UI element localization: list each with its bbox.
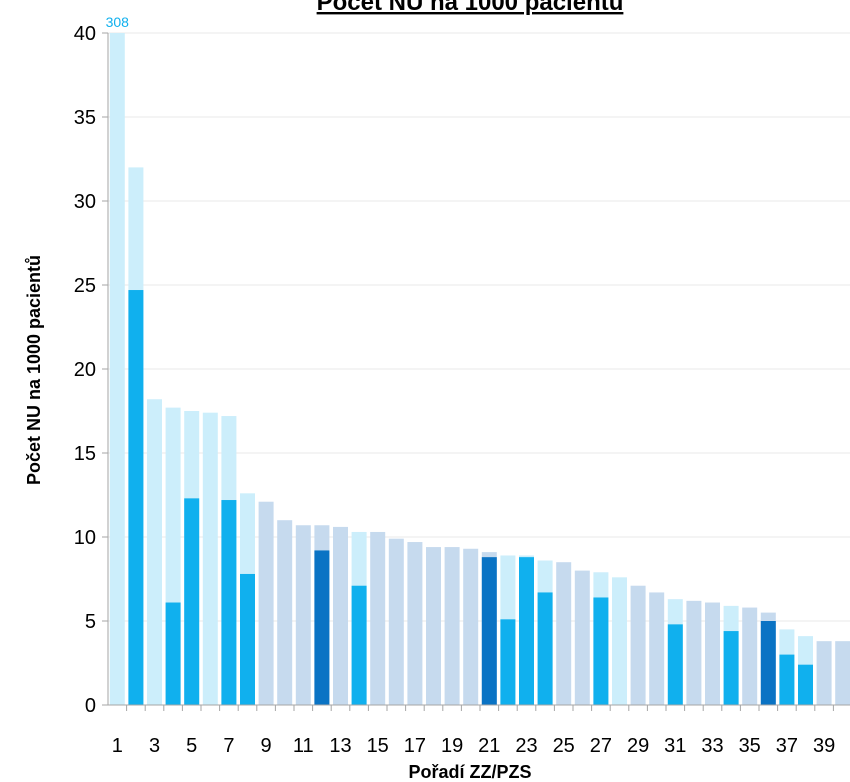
highlight-bar: [184, 498, 200, 705]
x-tick-label: 33: [701, 735, 723, 757]
y-tick-label: 15: [74, 443, 96, 465]
highlight-bar: [314, 550, 330, 705]
highlight-bar: [519, 557, 534, 705]
highlight-bar: [165, 602, 181, 705]
x-tick-label: 19: [441, 735, 463, 757]
x-tick-label: 37: [776, 735, 798, 757]
axes: [102, 32, 850, 711]
x-axis-label: Pořadí ZZ/PZS: [408, 762, 531, 782]
x-tick-label: 1: [112, 735, 123, 757]
x-tick-label: 21: [478, 735, 500, 757]
chart-title: Počet NU na 1000 pacientů: [317, 0, 624, 16]
bar: [835, 641, 850, 705]
grid-lines: [108, 32, 850, 622]
bar: [388, 538, 404, 705]
bar: [370, 531, 386, 705]
y-tick-label: 20: [74, 359, 96, 381]
bar: [686, 600, 702, 705]
y-tick-label: 5: [85, 611, 96, 633]
highlight-bar: [779, 654, 795, 705]
bar: [742, 607, 758, 705]
bar: [556, 562, 572, 705]
x-tick-label: 5: [186, 735, 197, 757]
highlight-bar: [593, 597, 609, 705]
highlight-bar: [481, 557, 497, 705]
y-tick-label: 25: [74, 275, 96, 297]
x-tick-label: 23: [515, 735, 537, 757]
y-tick-label: 35: [74, 107, 96, 129]
bar: [463, 548, 479, 705]
highlight-bar: [500, 619, 516, 705]
bar: [407, 542, 423, 705]
x-tick-label: 39: [813, 735, 835, 757]
bar: [202, 412, 218, 705]
y-tick-label: 10: [74, 527, 96, 549]
x-tick-label: 3: [149, 735, 160, 757]
bar: [630, 585, 646, 705]
bar: [426, 547, 441, 705]
x-tick-label: 9: [261, 735, 272, 757]
bar: [612, 577, 627, 705]
overflow-value-label: 308: [106, 14, 130, 30]
x-tick-labels: 1 3 5 7 9 11 13 15 17 19 21 23 25 27 29 31 33 35 37 39: [112, 735, 835, 757]
x-tick-label: 17: [404, 735, 426, 757]
bar: [258, 501, 274, 705]
x-tick-label: 13: [329, 735, 351, 757]
y-tick-label: 0: [85, 695, 96, 717]
bar: [816, 641, 832, 705]
x-tick-label: 35: [739, 735, 761, 757]
highlight-bar: [667, 624, 683, 705]
x-tick-label: 11: [293, 735, 314, 757]
highlight-bar: [221, 500, 237, 705]
y-tick-label: 40: [74, 23, 96, 45]
highlight-bars: [128, 290, 813, 705]
bar: [444, 547, 460, 705]
x-tick-label: 25: [553, 735, 575, 757]
highlight-bar: [240, 573, 255, 705]
bar: [295, 525, 311, 705]
bar: [705, 602, 720, 705]
bar: [147, 399, 162, 705]
highlight-bar: [723, 631, 739, 705]
x-tick-label: 31: [664, 735, 686, 757]
x-tick-label: 7: [223, 735, 234, 757]
bar: [574, 570, 590, 705]
highlight-bar: [760, 621, 776, 705]
y-tick-labels: 0 5 10 15 20 25 30 35 40: [74, 23, 96, 717]
x-tick-label: 15: [367, 735, 389, 757]
highlight-bar: [351, 585, 367, 705]
bar: [649, 592, 665, 705]
x-tick-label: 27: [590, 735, 612, 757]
bar: [277, 520, 293, 705]
y-tick-label: 30: [74, 191, 96, 213]
y-axis-label: Počet NU na 1000 pacientů: [24, 255, 44, 485]
highlight-bar: [537, 592, 553, 705]
highlight-bar: [798, 664, 813, 705]
bar: [333, 526, 348, 705]
x-tick-label: 29: [627, 735, 649, 757]
highlight-bar: [128, 290, 144, 705]
bar: [109, 33, 125, 705]
